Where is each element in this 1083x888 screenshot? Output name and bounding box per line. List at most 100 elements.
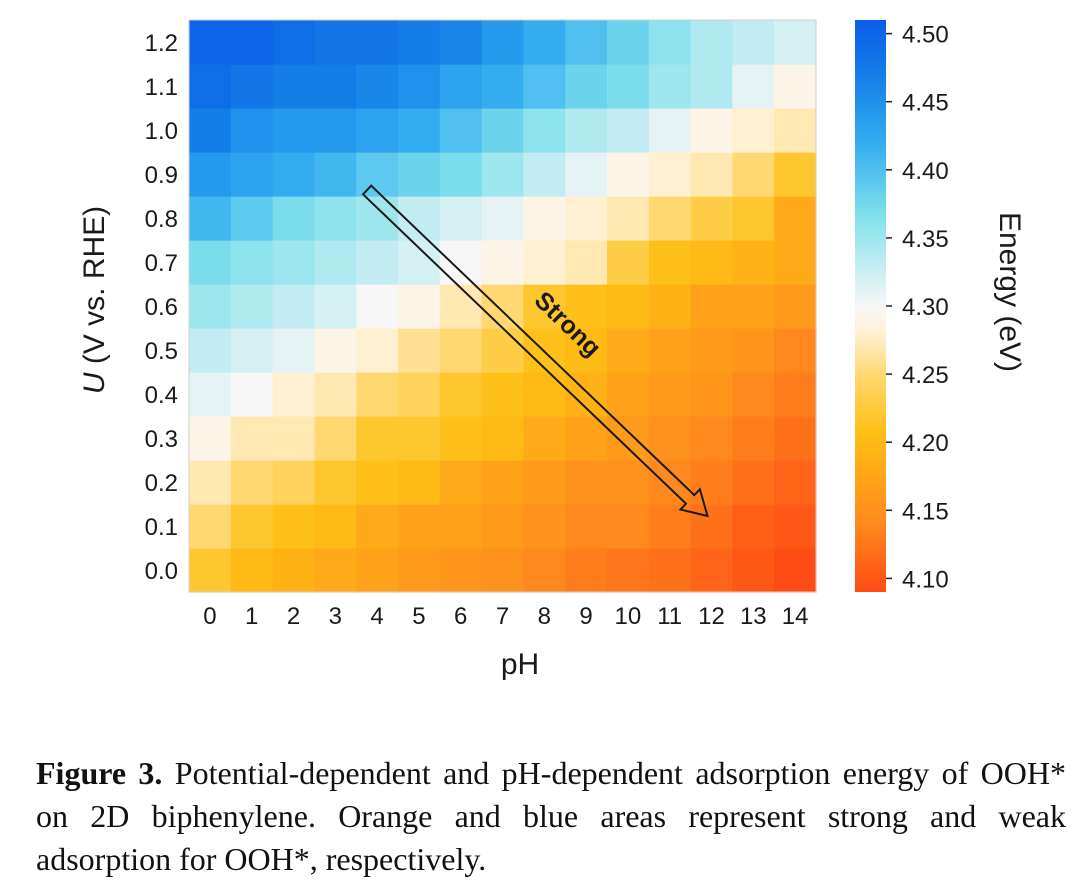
x-tick-label: 13: [740, 603, 767, 630]
heatmap-cell: [272, 108, 315, 153]
heatmap-cell: [398, 416, 441, 461]
colorbar-tick-label: 4.30: [902, 294, 949, 321]
heatmap-cell: [690, 152, 733, 197]
heatmap-cell: [398, 64, 441, 109]
heatmap-cell: [189, 372, 232, 417]
y-tick-label: 0.7: [145, 250, 178, 277]
heatmap-cell: [230, 504, 274, 549]
heatmap-cell: [774, 240, 817, 285]
y-tick-label: 1.2: [145, 30, 178, 57]
heatmap-cell: [690, 20, 733, 65]
heatmap-cell: [648, 152, 692, 197]
heatmap-cell: [189, 416, 232, 461]
heatmap-cell: [481, 64, 524, 109]
heatmap-cell: [523, 284, 566, 329]
heatmap-cell: [189, 504, 232, 549]
heatmap-cell: [189, 152, 232, 197]
heatmap-cell: [648, 20, 692, 65]
heatmap-cell: [648, 416, 692, 461]
x-tick-label: 4: [370, 603, 383, 630]
x-axis-label: pH: [501, 648, 539, 681]
strong-arrow: [361, 184, 709, 518]
heatmap-cell: [356, 548, 399, 593]
heatmap-cell: [732, 372, 775, 417]
heatmap-cell: [774, 64, 817, 109]
heatmap-cell: [774, 20, 817, 65]
colorbar-tick-label: 4.10: [902, 566, 949, 593]
heatmap-cell: [481, 372, 524, 417]
heatmap-cell: [439, 240, 483, 285]
heatmap-cell: [481, 108, 524, 153]
heatmap-cell: [607, 196, 650, 241]
heatmap-cell: [356, 240, 399, 285]
heatmap-cell: [230, 284, 274, 329]
heatmap-cell: [607, 152, 650, 197]
heatmap-cell: [648, 328, 692, 373]
heatmap-cell: [565, 504, 608, 549]
heatmap-cell: [481, 548, 524, 593]
heatmap-cell: [398, 460, 441, 505]
heatmap-cell: [565, 64, 608, 109]
heatmap-cell: [690, 416, 733, 461]
heatmap-cell: [189, 196, 232, 241]
x-tick-label: 3: [329, 603, 342, 630]
heatmap-cell: [272, 460, 315, 505]
colorbar-tick-label: 4.50: [902, 22, 949, 49]
figure-caption: Figure 3. Potential-dependent and pH-dep…: [36, 752, 1066, 881]
heatmap-cell: [690, 64, 733, 109]
heatmap-cell: [272, 152, 315, 197]
heatmap-cell: [439, 504, 483, 549]
heatmap-cell: [272, 196, 315, 241]
heatmap-cell: [398, 372, 441, 417]
heatmap-cell: [565, 460, 608, 505]
heatmap-cell: [565, 20, 608, 65]
y-tick-label: 0.8: [145, 206, 178, 233]
heatmap-cell: [481, 416, 524, 461]
heatmap-cell: [648, 240, 692, 285]
heatmap-cell: [648, 64, 692, 109]
heatmap-cell: [398, 328, 441, 373]
heatmap-cell: [272, 64, 315, 109]
heatmap-cell: [189, 64, 232, 109]
heatmap-cell: [230, 20, 274, 65]
heatmap-cell: [774, 284, 817, 329]
heatmap-cell: [398, 504, 441, 549]
heatmap-cell: [565, 196, 608, 241]
heatmap-cell: [314, 20, 357, 65]
heatmap-cell: [565, 240, 608, 285]
heatmap-cell: [523, 460, 566, 505]
x-tick-label: 10: [615, 603, 642, 630]
y-tick-label: 1.1: [145, 74, 178, 101]
figure-caption-label: Figure 3.: [36, 755, 163, 791]
heatmap-cell: [648, 548, 692, 593]
heatmap-cell: [690, 196, 733, 241]
heatmap-cell: [314, 460, 357, 505]
x-tick-label: 11: [657, 603, 682, 630]
heatmap-cell: [732, 504, 775, 549]
heatmap-cell: [774, 152, 817, 197]
heatmap-cell: [732, 64, 775, 109]
heatmap-cell: [439, 284, 483, 329]
heatmap-cell: [732, 240, 775, 285]
heatmap-cell: [523, 548, 566, 593]
plot-frame: [188, 19, 817, 593]
y-tick-label: 0.1: [145, 514, 178, 541]
heatmap-cell: [607, 240, 650, 285]
heatmap-cell: [230, 460, 274, 505]
heatmap-cell: [356, 372, 399, 417]
heatmap-cell: [565, 152, 608, 197]
heatmap-cell: [481, 152, 524, 197]
heatmap-chart: 0.00.10.20.30.40.50.60.70.80.91.01.11.2 …: [78, 19, 1026, 681]
heatmap-cell: [774, 108, 817, 153]
colorbar-label: Energy (eV): [993, 212, 1026, 372]
heatmap-cell: [481, 328, 524, 373]
x-tick-label: 5: [412, 603, 425, 630]
heatmap-cell: [607, 64, 650, 109]
x-tick-label: 12: [698, 603, 725, 630]
colorbar-tick-label: 4.15: [902, 498, 949, 525]
y-tick-label: 0.3: [145, 426, 178, 453]
y-tick-label: 0.5: [145, 338, 178, 365]
heatmap-cell: [648, 196, 692, 241]
colorbar-tick-label: 4.25: [902, 362, 949, 389]
heatmap-cell: [314, 284, 357, 329]
